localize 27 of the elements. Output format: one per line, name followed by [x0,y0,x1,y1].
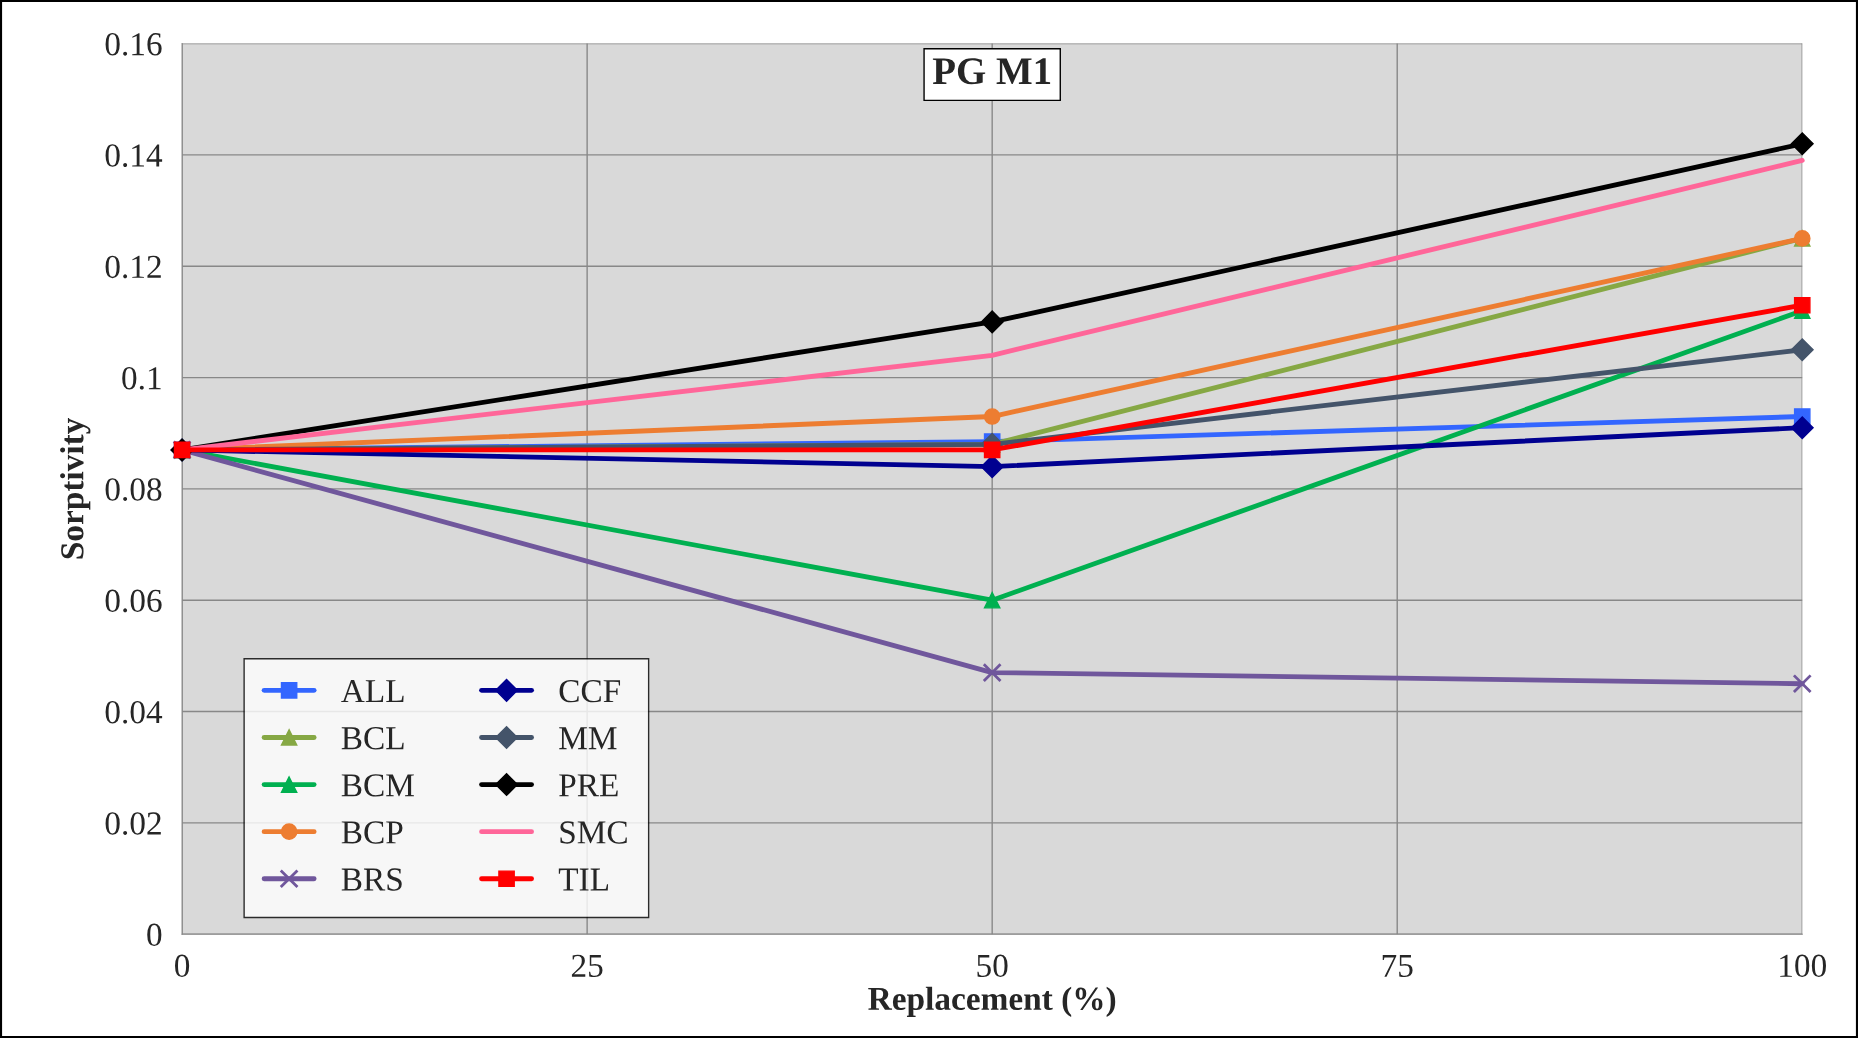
x-tick-label: 50 [977,954,1008,978]
x-tick-label: 100 [1780,954,1826,978]
legend-label: TIL [558,868,609,891]
y-tick-label: 0.02 [105,812,161,835]
y-tick-label: 0 [147,923,162,947]
legend-label: SMC [560,821,627,844]
legend-label: ALL [341,680,404,703]
y-tick-label: 0.08 [105,478,162,501]
legend-label: BCM [341,774,414,797]
legend-label: BCP [341,821,403,844]
y-tick-label: 0.16 [105,32,162,56]
chart-title: PG M1 [932,58,1051,85]
x-tick-label: 25 [571,954,603,978]
x-tick-label: 0 [175,954,190,978]
legend-label: BRS [341,868,402,891]
legend-label: PRE [559,774,618,797]
legend-label: MM [559,727,617,750]
y-tick-label: 0.1 [122,366,161,390]
legend-label: CCF [559,679,621,703]
legend-label: BCL [341,727,404,750]
y-axis-title: Sorptivity [60,417,91,559]
y-tick-label: 0.06 [105,589,162,613]
y-tick-label: 0.04 [105,700,163,724]
y-tick-label: 0.12 [105,255,161,279]
x-axis-title: Replacement (%) [868,986,1116,1017]
y-tick-label: 0.14 [105,144,163,167]
x-tick-label: 75 [1382,954,1413,978]
